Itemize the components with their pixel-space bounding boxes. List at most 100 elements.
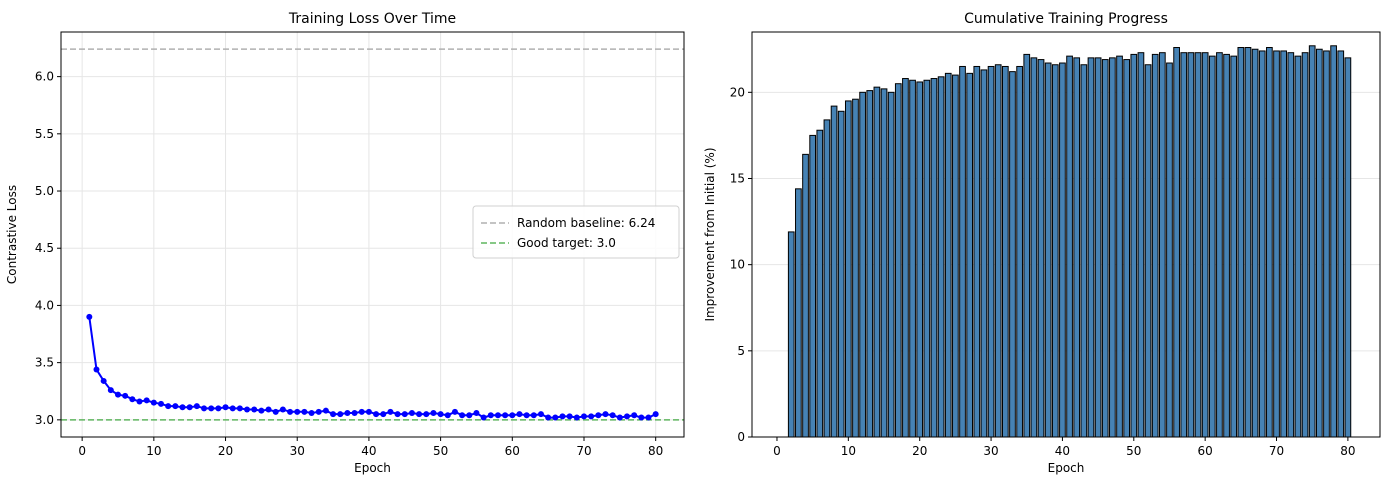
progress-bar xyxy=(1166,62,1173,438)
progress-bar xyxy=(1216,52,1223,438)
loss-point xyxy=(624,413,631,420)
loss-point xyxy=(537,411,544,418)
progress-bar xyxy=(837,110,845,438)
progress-bar xyxy=(1301,52,1309,438)
y-tick-label: 5 xyxy=(737,344,745,358)
chart-title: Training Loss Over Time xyxy=(288,11,456,27)
progress-bar xyxy=(1130,53,1138,438)
loss-point xyxy=(251,406,258,413)
y-tick-label: 6.0 xyxy=(35,70,54,84)
x-tick-label: 70 xyxy=(1269,444,1284,458)
loss-point xyxy=(301,408,308,415)
loss-point xyxy=(344,409,351,416)
progress-bar xyxy=(1244,47,1252,438)
loss-point xyxy=(566,413,573,420)
loss-point xyxy=(444,412,451,419)
loss-point xyxy=(150,399,157,406)
legend-box xyxy=(472,205,680,259)
x-tick-label: 0 xyxy=(773,444,781,458)
progress-bar xyxy=(937,76,945,438)
x-tick-label: 80 xyxy=(1340,444,1355,458)
progress-bar xyxy=(1266,47,1273,438)
progress-bar xyxy=(909,79,916,438)
loss-point xyxy=(408,409,415,416)
progress-bar xyxy=(1001,65,1009,438)
x-tick-label: 50 xyxy=(433,444,448,458)
progress-bar xyxy=(823,119,831,438)
loss-point xyxy=(215,405,222,412)
loss-point xyxy=(244,406,251,413)
y-tick-label: 0 xyxy=(737,430,745,444)
y-tick-label: 10 xyxy=(730,258,745,272)
progress-bar xyxy=(966,72,974,438)
loss-point xyxy=(466,412,473,419)
x-tick-label: 30 xyxy=(983,444,998,458)
loss-point xyxy=(143,397,150,404)
progress-bar xyxy=(1144,64,1152,438)
progress-bar xyxy=(1194,52,1202,438)
loss-point xyxy=(114,391,121,398)
x-tick-label: 40 xyxy=(1055,444,1070,458)
loss-point xyxy=(351,409,358,416)
progress-bar xyxy=(916,81,924,438)
progress-bar xyxy=(973,65,981,438)
loss-point xyxy=(236,405,243,412)
loss-point xyxy=(631,412,638,419)
loss-point xyxy=(100,377,107,384)
loss-point xyxy=(609,412,616,419)
loss-point xyxy=(258,407,265,414)
progress-bar xyxy=(1173,47,1180,438)
x-tick-label: 0 xyxy=(78,444,86,458)
loss-point xyxy=(294,408,301,415)
progress-bar xyxy=(1251,48,1259,438)
loss-point xyxy=(179,404,186,411)
y-tick-label: 4.0 xyxy=(35,298,54,312)
training-loss-chart: 0 10 20 30 40 50 60 70 80 3.0 3.5 4.0 4.5 5.0 5.5 6.0 Tr… xyxy=(5,11,685,475)
progress-bar xyxy=(959,65,966,438)
progress-bar xyxy=(787,231,795,438)
loss-point xyxy=(638,414,645,421)
progress-bar xyxy=(1208,55,1216,438)
axes-frame xyxy=(60,31,685,438)
progress-bar xyxy=(887,91,895,438)
loss-point xyxy=(122,392,129,399)
progress-bar xyxy=(873,86,881,438)
loss-point xyxy=(136,398,143,405)
progress-bar xyxy=(1308,45,1316,438)
loss-point xyxy=(459,412,466,419)
progress-bar xyxy=(1273,50,1280,438)
loss-point xyxy=(523,412,530,419)
loss-point xyxy=(509,412,516,419)
progress-bar xyxy=(809,134,817,438)
progress-bar xyxy=(930,78,938,438)
loss-point xyxy=(330,411,337,418)
progress-bar xyxy=(795,188,802,438)
progress-bar xyxy=(1287,52,1295,438)
loss-point xyxy=(473,409,480,416)
loss-point xyxy=(580,413,587,420)
progress-bar xyxy=(1037,59,1045,438)
x-tick-label: 80 xyxy=(648,444,663,458)
loss-point xyxy=(279,406,286,413)
progress-bar xyxy=(1016,65,1023,438)
y-tick-label: 5.5 xyxy=(35,127,54,141)
x-axis-label: Epoch xyxy=(1048,461,1085,475)
x-tick-label: 30 xyxy=(290,444,305,458)
loss-point xyxy=(602,411,609,418)
progress-bar xyxy=(1280,50,1288,438)
progress-bar xyxy=(1066,55,1073,438)
loss-point xyxy=(588,413,595,420)
progress-bar xyxy=(1044,62,1052,438)
loss-point xyxy=(387,408,394,415)
y-tick-label: 15 xyxy=(730,171,745,185)
progress-bar xyxy=(1080,64,1088,438)
loss-point xyxy=(172,403,179,410)
loss-point xyxy=(530,412,537,419)
loss-point xyxy=(595,412,602,419)
loss-point xyxy=(502,412,509,419)
progress-bar xyxy=(1116,55,1123,438)
legend-label: Good target: 3.0 xyxy=(517,236,616,250)
loss-point xyxy=(480,414,487,421)
progress-bar xyxy=(1315,48,1323,438)
x-tick-label: 10 xyxy=(146,444,161,458)
